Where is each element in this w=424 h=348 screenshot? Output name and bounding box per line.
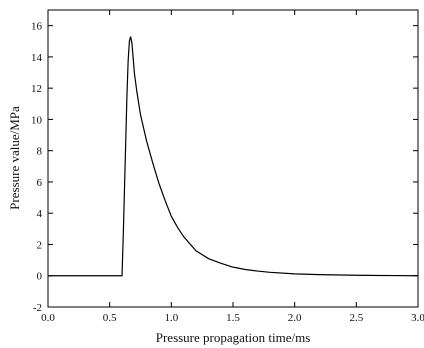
x-axis-label: Pressure propagation time/ms — [156, 330, 311, 345]
x-tick-label: 0.0 — [41, 312, 55, 324]
y-tick-label: 4 — [37, 208, 43, 220]
x-tick-label: 0.5 — [103, 312, 117, 324]
x-tick-label: 2.0 — [288, 312, 302, 324]
pressure-curve — [48, 37, 418, 276]
x-axis-ticks: 0.0 0.5 1.0 1.5 2.0 2.5 3.0 — [41, 10, 424, 324]
y-tick-label: 8 — [37, 146, 43, 158]
x-tick-label: 2.5 — [349, 312, 363, 324]
y-axis-label: Pressure value/MPa — [7, 106, 22, 210]
y-axis-ticks: -2 0 2 4 6 8 10 12 14 16 — [31, 21, 418, 314]
plot-frame — [48, 10, 418, 307]
x-tick-label: 1.0 — [164, 312, 178, 324]
y-tick-label: 12 — [31, 83, 42, 95]
y-tick-label: 16 — [31, 21, 43, 33]
x-tick-label: 3.0 — [411, 312, 424, 324]
y-tick-label: 10 — [31, 114, 43, 126]
y-tick-label: 6 — [37, 177, 43, 189]
x-tick-label: 1.5 — [226, 312, 240, 324]
y-tick-label: 0 — [37, 271, 43, 283]
y-tick-label: 14 — [31, 52, 43, 64]
y-tick-label: -2 — [33, 302, 42, 314]
y-tick-label: 2 — [37, 239, 43, 251]
